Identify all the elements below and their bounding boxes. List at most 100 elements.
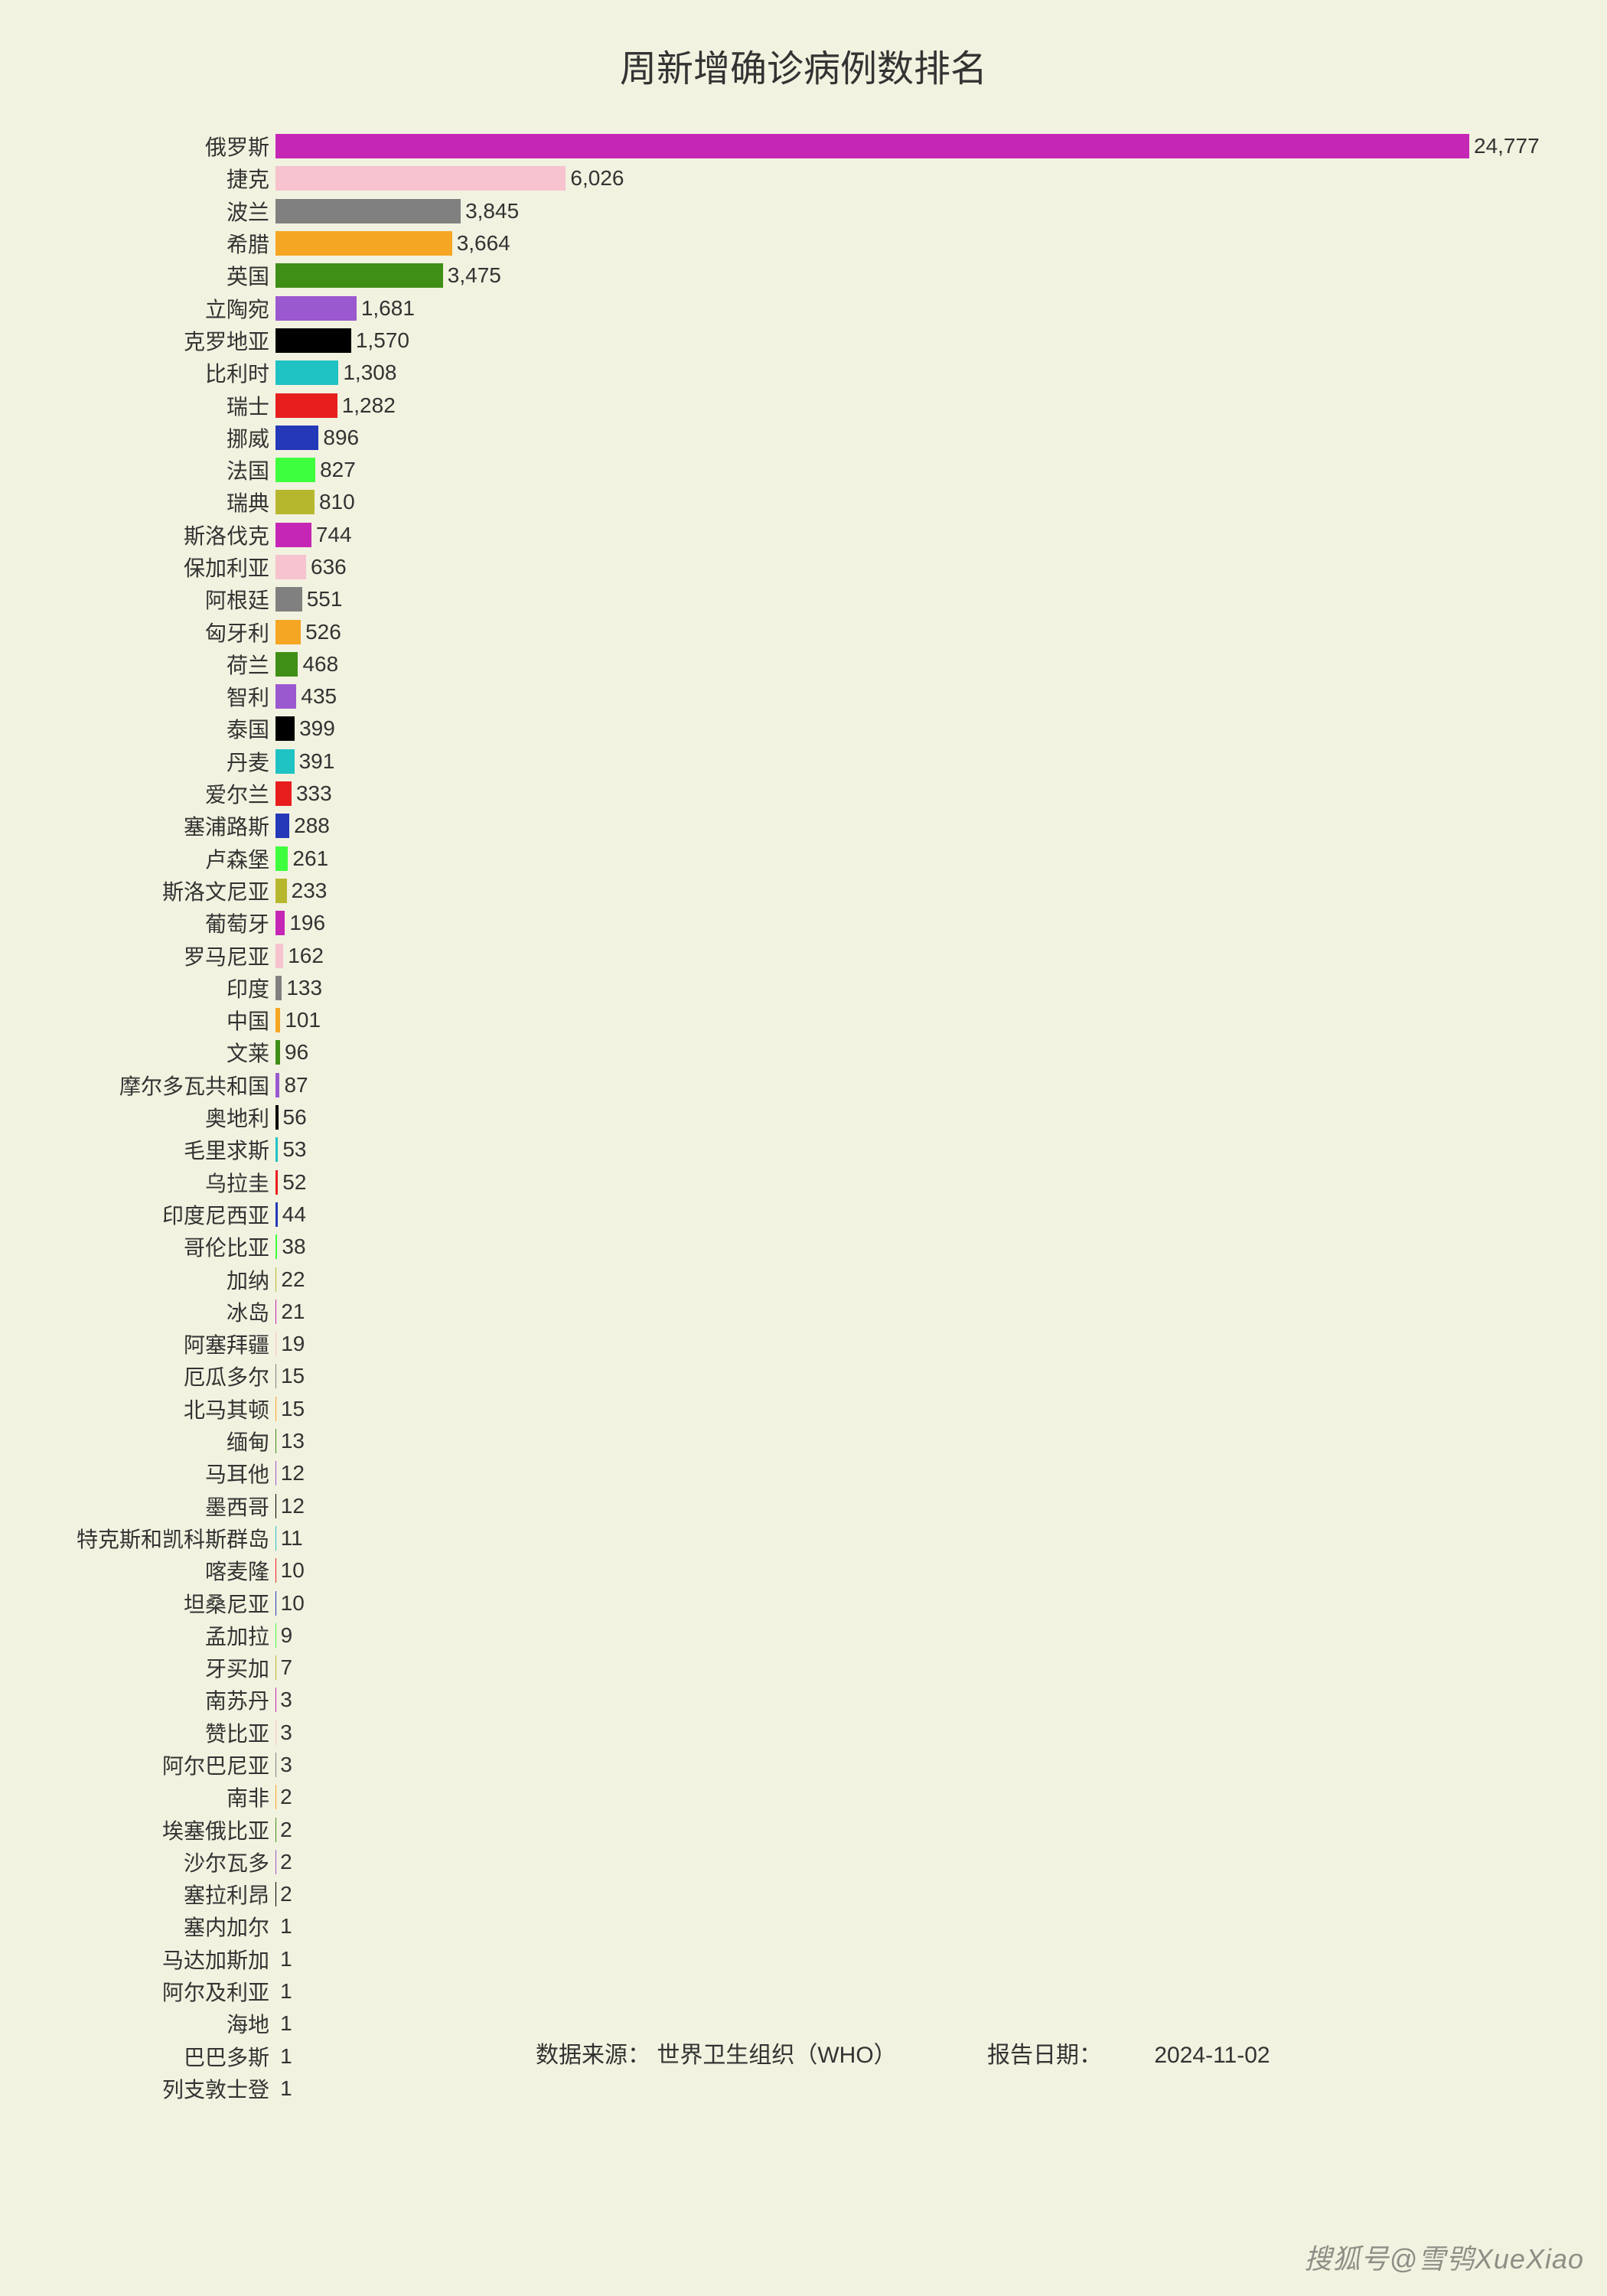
value-label: 11 — [281, 1526, 303, 1551]
value-label: 2 — [280, 1785, 292, 1809]
bar — [275, 1105, 279, 1130]
bar-row: 坦桑尼亚10 — [275, 1587, 1546, 1619]
bar — [275, 911, 285, 935]
value-label: 1 — [280, 1947, 292, 1971]
value-label: 24,777 — [1474, 134, 1540, 158]
category-label: 法国 — [2, 455, 269, 485]
value-label: 12 — [281, 1461, 305, 1486]
category-label: 南非 — [2, 1782, 269, 1812]
bar-row: 冰岛21 — [275, 1296, 1546, 1328]
bar-row: 波兰3,845 — [275, 195, 1546, 227]
bar — [275, 1558, 276, 1583]
value-label: 10 — [281, 1558, 305, 1583]
bar — [275, 587, 302, 612]
bar — [275, 976, 282, 1000]
category-label: 南苏丹 — [2, 1684, 269, 1715]
bar-row: 埃塞俄比亚2 — [275, 1813, 1546, 1845]
category-label: 马耳他 — [2, 1458, 269, 1489]
category-label: 加纳 — [2, 1264, 269, 1295]
category-label: 罗马尼亚 — [2, 941, 269, 971]
value-label: 1 — [280, 1979, 292, 2004]
category-label: 斯洛伐克 — [2, 520, 269, 550]
bar-row: 塞内加尔1 — [275, 1910, 1546, 1942]
value-label: 399 — [299, 716, 335, 741]
category-label: 乌拉圭 — [2, 1167, 269, 1198]
watermark: 搜狐号@雪鸮XueXiao — [1304, 2237, 1584, 2277]
bar — [275, 1591, 276, 1616]
value-label: 96 — [285, 1040, 308, 1065]
category-label: 列支敦士登 — [2, 2073, 269, 2104]
category-label: 阿塞拜疆 — [2, 1329, 269, 1359]
category-label: 孟加拉 — [2, 1620, 269, 1651]
category-label: 中国 — [2, 1005, 269, 1035]
value-label: 3 — [280, 1688, 292, 1712]
value-label: 551 — [307, 587, 343, 612]
bar-row: 南苏丹3 — [275, 1684, 1546, 1716]
value-label: 3,845 — [465, 199, 519, 223]
bar — [275, 426, 318, 450]
value-label: 744 — [316, 523, 352, 547]
value-label: 12 — [281, 1494, 305, 1518]
source-line: 数据来源： 世界卫生组织（WHO） 报告日期： 2024-11-02 — [536, 2036, 1270, 2069]
bar-row: 墨西哥12 — [275, 1489, 1546, 1521]
bar-row: 匈牙利526 — [275, 615, 1546, 647]
value-label: 9 — [281, 1623, 293, 1648]
bar — [275, 879, 287, 903]
bar — [275, 328, 351, 353]
value-label: 19 — [281, 1332, 305, 1356]
category-label: 墨西哥 — [2, 1491, 269, 1521]
value-label: 526 — [305, 620, 341, 644]
bar-row: 北马其顿15 — [275, 1393, 1546, 1425]
value-label: 468 — [302, 652, 338, 677]
bar-row: 列支敦士登1 — [275, 2073, 1546, 2105]
bar-row: 瑞士1,282 — [275, 389, 1546, 421]
bar — [275, 814, 289, 838]
category-label: 爱尔兰 — [2, 778, 269, 809]
bar — [275, 199, 461, 223]
bar — [275, 1332, 276, 1356]
category-label: 北马其顿 — [2, 1394, 269, 1424]
category-label: 马达加斯加 — [2, 1944, 269, 1975]
bar-row: 捷克6,026 — [275, 162, 1546, 194]
bar-row: 印度尼西亚44 — [275, 1199, 1546, 1231]
bar-row: 希腊3,664 — [275, 227, 1546, 259]
bar — [275, 1623, 276, 1648]
bar-row: 斯洛文尼亚233 — [275, 875, 1546, 907]
value-label: 1,681 — [361, 296, 415, 321]
value-label: 21 — [281, 1300, 305, 1324]
value-label: 6,026 — [570, 166, 624, 191]
category-label: 厄瓜多尔 — [2, 1361, 269, 1391]
value-label: 101 — [285, 1008, 321, 1032]
bar — [275, 1364, 276, 1388]
value-label: 896 — [323, 426, 359, 450]
bar — [275, 1137, 278, 1162]
bar-row: 塞拉利昂2 — [275, 1878, 1546, 1910]
value-label: 196 — [289, 911, 325, 935]
category-label: 奥地利 — [2, 1102, 269, 1133]
bar-row: 智利435 — [275, 680, 1546, 713]
value-label: 391 — [299, 749, 335, 774]
bar — [275, 1267, 276, 1292]
category-label: 瑞士 — [2, 390, 269, 421]
category-label: 匈牙利 — [2, 617, 269, 647]
value-label: 1 — [280, 1914, 292, 1939]
bar-row: 厄瓜多尔15 — [275, 1360, 1546, 1392]
value-label: 15 — [281, 1364, 305, 1388]
bar — [275, 360, 338, 385]
value-label: 56 — [283, 1105, 307, 1130]
value-label: 3 — [280, 1720, 292, 1745]
value-label: 261 — [292, 846, 328, 871]
bar-row: 毛里求斯53 — [275, 1133, 1546, 1166]
value-label: 38 — [282, 1234, 305, 1259]
bar-row: 阿根廷551 — [275, 583, 1546, 615]
bar-row: 印度133 — [275, 972, 1546, 1004]
bar-row: 孟加拉9 — [275, 1619, 1546, 1652]
bar-row: 阿塞拜疆19 — [275, 1328, 1546, 1360]
bar — [275, 944, 283, 968]
value-label: 233 — [292, 879, 328, 903]
bar-row: 罗马尼亚162 — [275, 939, 1546, 971]
bar-row: 立陶宛1,681 — [275, 292, 1546, 324]
value-label: 288 — [294, 814, 330, 838]
category-label: 丹麦 — [2, 746, 269, 777]
bar-row: 马达加斯加1 — [275, 1943, 1546, 1975]
